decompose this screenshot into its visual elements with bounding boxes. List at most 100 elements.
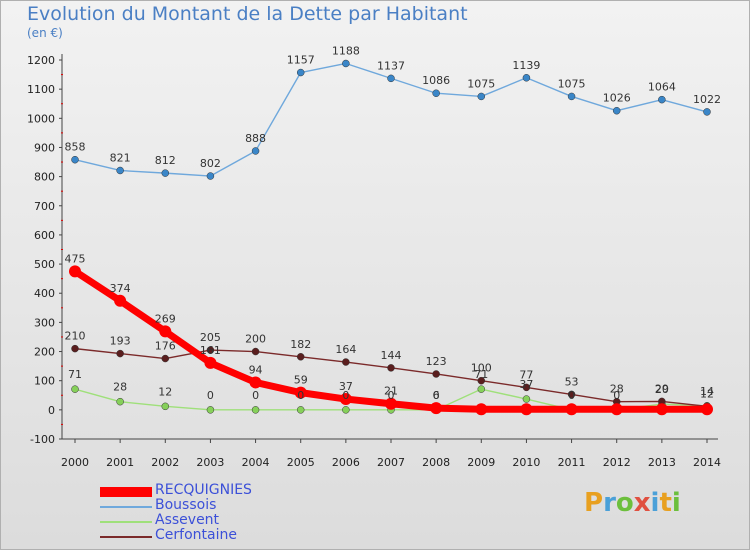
data-label-boussois: 888 (245, 132, 266, 145)
data-point-cerfontaine (432, 370, 440, 378)
legend-swatch (100, 521, 152, 523)
data-label-cerfontaine: 205 (200, 331, 221, 344)
data-label-cerfontaine: 100 (471, 362, 492, 375)
data-point-recquignies (565, 403, 578, 416)
data-label-recquignies: 37 (339, 380, 353, 393)
data-label-cerfontaine: 123 (426, 355, 447, 368)
y-tick-label: 0 (48, 404, 55, 417)
data-label-cerfontaine: 144 (381, 349, 402, 362)
y-tick-label: -100 (30, 433, 55, 446)
legend-swatch (100, 487, 152, 497)
data-point-recquignies (701, 403, 713, 416)
data-label-assevent: 12 (158, 385, 172, 398)
data-label-assevent: 0 (388, 389, 395, 402)
data-point-boussois (477, 92, 486, 101)
data-point-cerfontaine (567, 390, 576, 399)
data-label-boussois: 1075 (558, 77, 586, 90)
legend-item: RECQUIGNIES (100, 483, 400, 499)
legend-label: Cerfontaine (155, 527, 237, 543)
data-label-boussois: 812 (155, 154, 176, 167)
data-label-boussois: 802 (200, 157, 221, 170)
x-tick-label: 2012 (603, 456, 631, 469)
data-point-assevent (251, 406, 260, 414)
data-label-cerfontaine: 77 (519, 368, 533, 381)
x-tick-label: 2011 (558, 456, 586, 469)
x-tick-label: 2002 (151, 456, 179, 469)
data-label-boussois: 1157 (287, 54, 315, 67)
x-tick-label: 2010 (512, 456, 540, 469)
data-point-assevent (296, 406, 305, 414)
data-label-boussois: 1022 (693, 93, 721, 106)
data-point-cerfontaine (342, 358, 350, 366)
data-point-cerfontaine (522, 383, 531, 392)
legend-label: Assevent (155, 512, 220, 528)
data-point-assevent (522, 395, 531, 403)
x-tick-label: 2008 (422, 456, 450, 469)
data-point-boussois (432, 89, 440, 97)
data-point-boussois (387, 74, 395, 83)
data-point-assevent (477, 385, 486, 393)
y-tick-label: 800 (34, 171, 55, 184)
x-tick-label: 2005 (287, 456, 315, 469)
data-label-assevent: 37 (519, 378, 533, 391)
data-point-recquignies (294, 386, 307, 399)
data-point-recquignies (249, 376, 262, 389)
data-point-cerfontaine (206, 346, 215, 354)
y-tick-label: 500 (34, 258, 55, 271)
data-point-boussois (116, 166, 124, 175)
y-tick-label: 900 (34, 141, 55, 154)
data-point-cerfontaine (116, 349, 124, 358)
data-label-recquignies: 59 (294, 374, 308, 387)
data-point-boussois (703, 108, 711, 116)
y-tick-label: 1200 (27, 54, 55, 67)
data-point-recquignies (655, 403, 668, 416)
legend-item: Assevent (100, 512, 400, 529)
data-point-cerfontaine (387, 364, 395, 372)
y-tick-label: 700 (34, 200, 55, 213)
data-point-cerfontaine (251, 347, 260, 356)
data-label-recquignies: 6 (433, 389, 440, 402)
data-point-boussois (567, 92, 576, 101)
data-point-boussois (296, 68, 305, 77)
data-point-recquignies (475, 403, 488, 416)
data-label-assevent: 14 (700, 385, 714, 398)
x-tick-label: 2013 (648, 456, 676, 469)
y-tick-label: 600 (34, 229, 55, 242)
data-label-recquignies: 475 (65, 252, 86, 265)
data-label-cerfontaine: 164 (335, 343, 356, 356)
data-point-boussois (612, 106, 621, 115)
data-label-cerfontaine: 200 (245, 333, 266, 346)
data-point-assevent (116, 397, 124, 406)
data-label-cerfontaine: 28 (610, 383, 624, 396)
data-label-boussois: 821 (110, 151, 131, 164)
data-label-assevent: 20 (655, 383, 669, 396)
y-tick-label: 300 (34, 316, 55, 329)
data-label-boussois: 1064 (648, 81, 676, 94)
data-label-recquignies: 21 (384, 385, 398, 398)
data-point-recquignies (204, 356, 217, 369)
data-label-recquignies: 94 (249, 363, 263, 376)
legend-label: Boussois (155, 497, 217, 513)
data-label-assevent: 71 (474, 368, 488, 381)
x-tick-label: 2007 (377, 456, 405, 469)
data-label-boussois: 1075 (467, 77, 495, 90)
chart-subtitle: (en €) (27, 26, 63, 40)
data-point-recquignies (159, 325, 172, 338)
chart-title: Evolution du Montant de la Dette par Hab… (27, 3, 468, 25)
data-label-recquignies: 161 (200, 344, 221, 357)
data-point-recquignies (339, 393, 352, 406)
data-label-assevent: 0 (568, 389, 575, 402)
x-tick-label: 2001 (106, 456, 134, 469)
data-point-recquignies (69, 265, 81, 278)
proxiti-logo: Proxiti (584, 488, 681, 518)
data-point-boussois (161, 169, 170, 177)
data-point-recquignies (385, 397, 397, 410)
data-point-cerfontaine (161, 354, 170, 363)
data-label-cerfontaine: 193 (110, 335, 131, 348)
data-label-assevent: 71 (68, 368, 82, 381)
data-point-recquignies (520, 403, 533, 416)
y-tick-label: 400 (34, 287, 55, 300)
legend-item: Cerfontaine (100, 527, 400, 544)
